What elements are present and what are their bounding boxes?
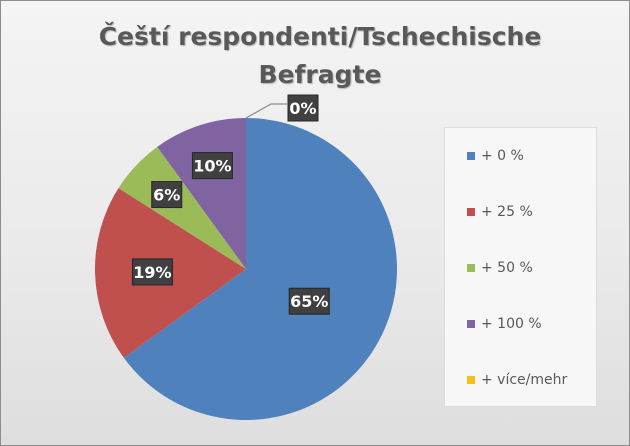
data-label-text: 19%	[133, 263, 171, 282]
legend-item-25: + 25 %	[467, 204, 533, 220]
legend-swatch	[467, 152, 475, 160]
legend-label: + 0 %	[481, 148, 524, 164]
legend: + 0 % + 25 % + 50 % + 100 % + více/mehr	[444, 127, 597, 407]
data-label-0: 65%	[288, 287, 330, 315]
pie-slice-50	[118, 146, 246, 269]
legend-item-v-ce-mehr: + více/mehr	[467, 372, 567, 388]
legend-item-100: + 100 %	[467, 316, 542, 332]
legend-label: + 25 %	[481, 204, 533, 220]
data-label-100: 10%	[191, 152, 233, 180]
leader-lines	[245, 103, 287, 119]
data-label-v-ce-mehr: 0%	[287, 94, 319, 122]
leader-line-v-ce-mehr	[245, 103, 287, 119]
legend-swatch	[467, 208, 475, 216]
legend-item-50: + 50 %	[467, 260, 533, 276]
data-label-box	[151, 181, 183, 209]
data-label-50: 6%	[151, 181, 183, 209]
legend-swatch	[467, 320, 475, 328]
legend-label: + 100 %	[481, 316, 542, 332]
legend-swatch	[467, 376, 475, 384]
legend-label: + více/mehr	[481, 372, 568, 388]
data-label-box	[288, 287, 330, 315]
data-label-text: 65%	[290, 292, 328, 311]
data-label-25: 19%	[131, 258, 173, 286]
data-label-text: 6%	[153, 186, 180, 205]
legend-label: + 50 %	[481, 260, 533, 276]
data-label-box	[131, 258, 173, 286]
data-labels: 65% 19% 6% 10% 0%	[131, 94, 330, 315]
chart-title: Čeští respondenti/Tschechische Befragte	[98, 22, 542, 89]
pie-slice-0	[123, 118, 397, 420]
data-label-text: 10%	[193, 157, 231, 176]
data-label-box	[191, 152, 233, 180]
data-label-text: 0%	[289, 99, 316, 118]
legend-swatch	[467, 264, 475, 272]
legend-item-0: + 0 %	[467, 148, 524, 164]
data-label-box	[287, 94, 319, 122]
